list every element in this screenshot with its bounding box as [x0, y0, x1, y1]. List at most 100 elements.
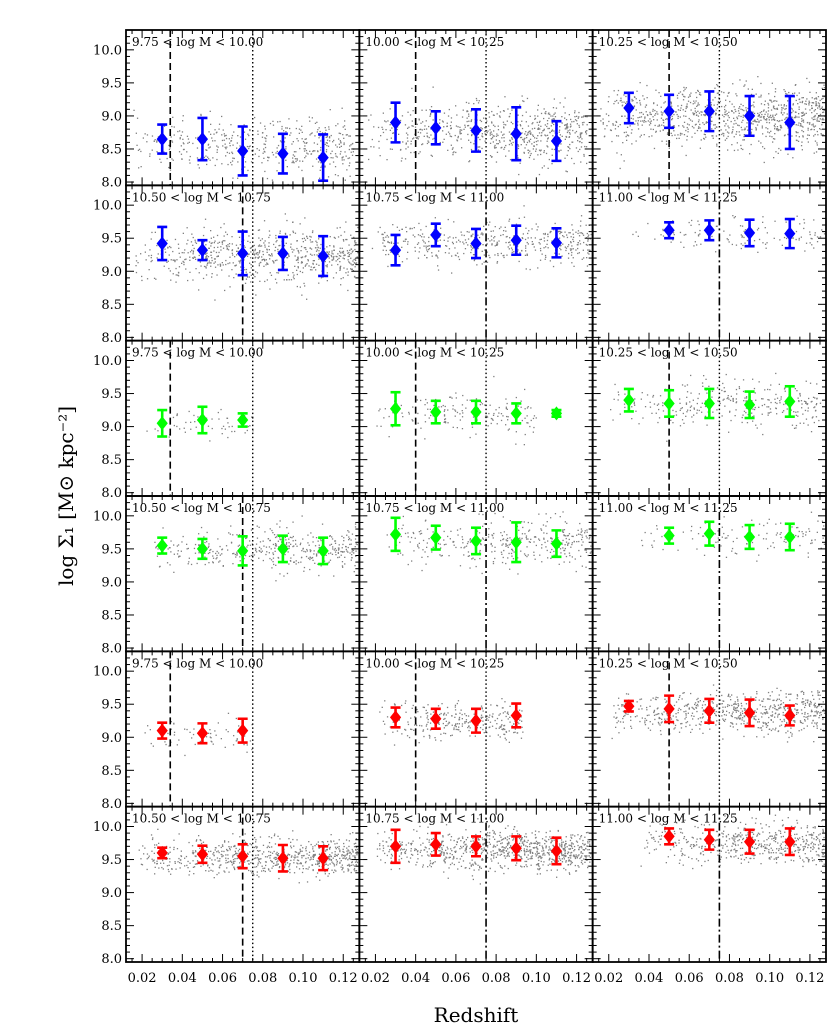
background-point [451, 148, 454, 150]
background-point [427, 248, 430, 251]
background-point [351, 143, 354, 145]
background-point [799, 101, 801, 103]
background-point [496, 241, 498, 243]
background-point [696, 96, 698, 99]
background-point [417, 412, 419, 415]
y-tick-label: 8.5 [101, 453, 122, 468]
background-point [243, 124, 245, 126]
background-point [304, 138, 306, 140]
background-point [767, 131, 769, 133]
background-point [553, 229, 555, 231]
background-point [761, 413, 763, 415]
background-point [509, 241, 511, 243]
background-point [315, 553, 318, 555]
background-point [348, 251, 350, 254]
background-point [289, 234, 291, 236]
background-point [225, 148, 227, 150]
background-point [535, 148, 537, 150]
background-point [328, 126, 330, 128]
background-point [811, 244, 813, 246]
background-point [548, 158, 550, 161]
background-point [775, 128, 778, 130]
background-point [543, 129, 545, 131]
background-point [284, 232, 287, 235]
background-point [570, 254, 573, 256]
background-point [670, 101, 672, 103]
background-point [389, 249, 391, 251]
background-point [170, 279, 172, 281]
background-point [177, 271, 180, 274]
background-point [763, 109, 765, 111]
background-point [444, 422, 447, 424]
background-point [214, 261, 216, 263]
background-point [718, 114, 720, 116]
background-point [401, 412, 403, 414]
background-point [137, 149, 140, 151]
background-point [807, 410, 809, 412]
background-point [232, 144, 234, 146]
background-point [729, 399, 732, 402]
background-point [775, 372, 777, 375]
background-point [795, 411, 797, 413]
background-point [325, 136, 327, 138]
y-tick-label: 8.5 [101, 142, 122, 157]
background-point [509, 140, 511, 142]
background-point [274, 246, 277, 248]
background-point [227, 262, 229, 265]
background-point [812, 118, 814, 121]
background-point [331, 255, 333, 258]
background-point [339, 261, 341, 263]
background-point [326, 136, 328, 138]
background-point [586, 232, 588, 235]
background-point [422, 143, 424, 145]
background-point [304, 148, 306, 150]
background-point [779, 129, 781, 131]
background-point [148, 269, 150, 271]
background-point [157, 430, 159, 432]
background-point [779, 400, 781, 402]
background-point [528, 156, 531, 159]
background-point [500, 131, 502, 133]
background-point [769, 135, 771, 137]
background-point [545, 152, 548, 155]
background-point [750, 123, 752, 125]
background-point [694, 124, 697, 126]
background-point [803, 422, 805, 424]
background-point [670, 419, 672, 421]
background-point [343, 540, 345, 542]
background-point [540, 134, 543, 137]
background-point [407, 140, 409, 142]
background-point [318, 282, 320, 284]
background-point [572, 141, 574, 143]
background-point [302, 140, 305, 143]
background-point [608, 120, 610, 123]
background-point [723, 120, 725, 122]
background-point [662, 229, 664, 232]
background-point [250, 251, 252, 253]
background-point [471, 133, 473, 136]
background-point [693, 100, 695, 102]
background-point [714, 124, 716, 126]
background-point [642, 120, 644, 122]
background-point [769, 116, 771, 118]
background-point [235, 273, 237, 275]
background-point [791, 237, 793, 239]
error-bar [430, 110, 442, 146]
background-point [814, 406, 816, 408]
background-point [243, 156, 245, 158]
background-point [808, 134, 810, 136]
background-point [319, 130, 321, 133]
background-point [754, 406, 756, 409]
background-point [668, 147, 670, 149]
background-point [696, 409, 698, 411]
background-point [496, 244, 498, 246]
background-point [344, 120, 346, 122]
background-point [547, 113, 550, 115]
background-point [776, 402, 778, 405]
background-point [434, 217, 436, 219]
background-point [316, 143, 319, 145]
background-point [500, 234, 502, 237]
background-point [540, 153, 542, 156]
background-point [808, 102, 810, 104]
background-point [600, 120, 602, 122]
